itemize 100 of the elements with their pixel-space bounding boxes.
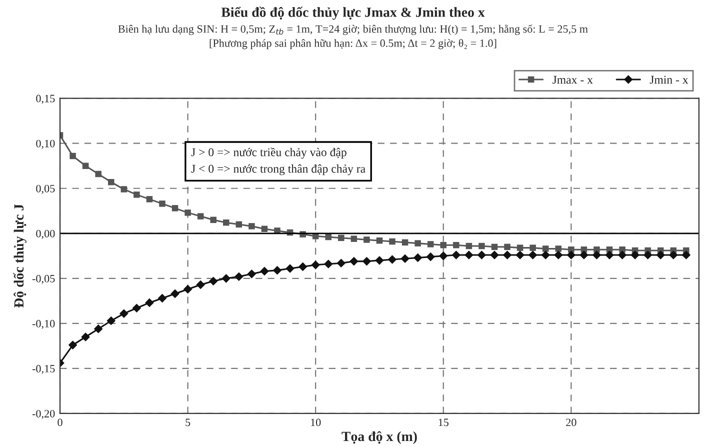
point [338, 234, 344, 242]
point [196, 280, 205, 290]
point [183, 284, 192, 294]
point [223, 219, 230, 226]
point [146, 196, 153, 202]
point [236, 221, 242, 228]
point [81, 332, 90, 342]
point [490, 250, 499, 260]
y-tick-label: 0,00 [36, 230, 55, 239]
point [210, 216, 216, 224]
y-tick-label: 0,05 [36, 184, 55, 194]
point [159, 200, 166, 207]
point [170, 289, 180, 298]
point [82, 162, 89, 169]
point [364, 236, 370, 243]
y-tick-label: -0,05 [32, 274, 55, 284]
x-tick-label: 0 [58, 418, 62, 426]
point [402, 239, 408, 246]
point [453, 242, 460, 248]
point [106, 316, 116, 326]
point [298, 262, 308, 272]
chart-title: Biểu đồ độ dốc thủy lực Jmax & Jmin theo x [221, 6, 485, 20]
legend-label: Jmin - x [650, 76, 688, 84]
point [119, 309, 128, 318]
point [158, 294, 167, 303]
point [400, 254, 410, 264]
point [325, 234, 332, 240]
point [234, 272, 244, 282]
point [261, 226, 268, 232]
point [132, 304, 142, 313]
y-tick-label: -0,10 [32, 320, 55, 329]
point [362, 256, 372, 266]
point [554, 250, 563, 260]
y-tick-label: -0,15 [32, 364, 55, 374]
point [208, 276, 218, 286]
point [427, 241, 434, 248]
point [502, 250, 512, 260]
point [414, 240, 421, 246]
x-tick-label: 5 [186, 418, 190, 426]
point [440, 242, 446, 248]
point [618, 250, 627, 260]
y-tick-label: -0,20 [32, 410, 55, 420]
point [541, 250, 550, 260]
point [272, 266, 282, 275]
point [504, 244, 510, 250]
point [324, 260, 333, 268]
point [682, 250, 691, 260]
point [466, 242, 472, 250]
point [120, 186, 128, 192]
point [311, 260, 320, 270]
point [452, 250, 461, 260]
point [555, 246, 562, 252]
x-tick-label: 20 [566, 418, 576, 426]
point [184, 210, 191, 216]
x-axis-title: Tọa độ x (m) [342, 431, 417, 444]
x-tick-label: 10 [311, 418, 321, 426]
point [172, 205, 178, 212]
point [260, 266, 269, 276]
point [668, 250, 678, 260]
point [95, 170, 102, 178]
legend-label: Jmax - x [552, 76, 593, 84]
point [477, 250, 486, 260]
point [375, 256, 384, 265]
point [592, 250, 602, 260]
point [350, 236, 358, 242]
y-tick-label: 0,15 [36, 94, 55, 104]
chart-subtitle: Biên hạ lưu dạng SIN: H = 0,5m; Z$_{tb}$ = 1m, T=24 giờ; biên thượng lưu: H(t) = 1,5m; hằng số: L = 25,5 m [Phương pháp sai phân hữu hạn: Δx = 0.5m; Δt = 2 giờ; θ₂ = 1.0] [118, 24, 588, 50]
point [630, 250, 640, 260]
point [388, 255, 397, 264]
point [656, 250, 666, 260]
point [464, 250, 474, 260]
point [350, 256, 358, 266]
point [426, 252, 436, 262]
point [580, 250, 588, 260]
point [134, 192, 140, 198]
point [528, 250, 538, 260]
annotation: J > 0 => nước triều chảy vào đập J < 0 => nước trong thân đập chảy ra [191, 148, 366, 176]
y-tick-label: 0,10 [36, 140, 55, 149]
point [68, 340, 78, 350]
point [145, 298, 154, 308]
point [530, 244, 536, 251]
point [643, 250, 652, 260]
point [542, 246, 549, 252]
point [70, 152, 76, 160]
point [566, 250, 576, 260]
point [438, 251, 448, 260]
point [247, 269, 256, 278]
x-tick-label: 15 [438, 418, 448, 426]
point [516, 244, 524, 251]
point [376, 237, 383, 244]
point [491, 244, 498, 250]
point [286, 264, 294, 273]
point [413, 253, 422, 262]
point [197, 213, 204, 220]
point [222, 274, 231, 283]
point [605, 250, 614, 260]
point [108, 178, 114, 186]
y-axis-title: Độ dốc thủy lực J [13, 204, 26, 308]
point [336, 258, 346, 268]
point [516, 250, 524, 260]
